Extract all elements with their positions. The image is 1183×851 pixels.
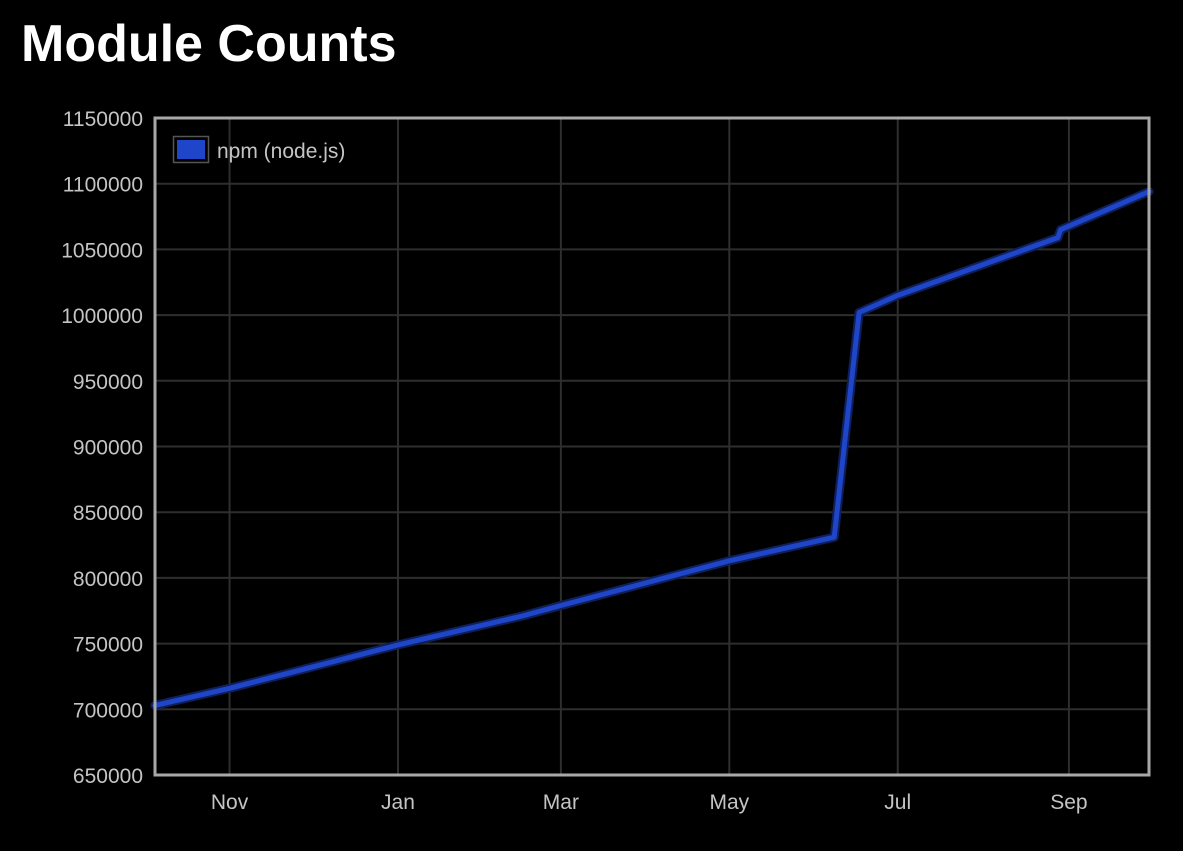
page-title: Module Counts	[21, 15, 397, 73]
series-lines	[150, 187, 1154, 710]
series-line	[152, 189, 1152, 708]
y-tick-label: 750000	[73, 634, 143, 657]
x-tick-label: Jul	[884, 791, 911, 814]
x-tick-label: May	[709, 791, 749, 814]
y-tick-label: 700000	[73, 699, 143, 722]
plot-frame	[153, 116, 1151, 777]
legend: npm (node.js)	[172, 135, 345, 164]
series-line-shadow	[150, 187, 1154, 710]
y-tick-label: 950000	[73, 371, 143, 394]
x-tick-label: Nov	[211, 791, 249, 814]
grid	[155, 118, 1149, 775]
x-tick-label: Jan	[381, 791, 415, 814]
legend-swatch	[177, 140, 205, 159]
x-tick-label: Mar	[543, 791, 579, 814]
x-tick-label: Sep	[1050, 791, 1087, 814]
y-tick-label: 800000	[73, 568, 143, 591]
y-axis: 650000 700000 750000 800000 850000 900000 9500…	[61, 108, 143, 788]
y-tick-label: 650000	[73, 765, 143, 788]
legend-swatch-frame	[172, 135, 210, 164]
y-tick-label: 850000	[73, 502, 143, 525]
x-axis: Nov Jan Mar May Jul Sep	[211, 791, 1088, 814]
y-tick-label: 1150000	[63, 108, 143, 131]
y-tick-label: 1100000	[63, 174, 143, 197]
y-tick-label: 900000	[73, 437, 143, 460]
y-tick-label: 1050000	[61, 239, 143, 262]
legend-label: npm (node.js)	[217, 140, 345, 163]
y-tick-label: 1000000	[61, 305, 143, 328]
